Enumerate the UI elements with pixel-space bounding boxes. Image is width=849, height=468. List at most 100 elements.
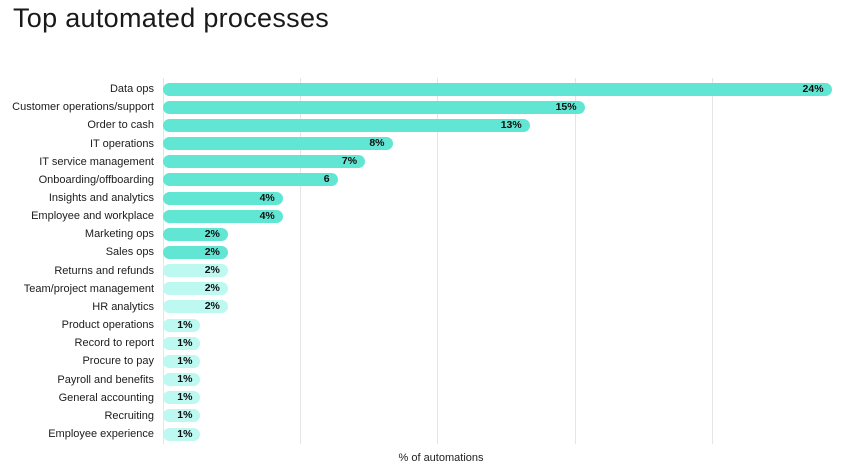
bar-value: 1% xyxy=(177,336,193,349)
bar-label: Team/project management xyxy=(23,282,154,295)
bar: 4% xyxy=(163,191,283,205)
bar-row: Team/project management 2% xyxy=(0,280,849,298)
bar-track: 1% xyxy=(163,373,849,387)
bar: 4% xyxy=(163,209,283,223)
bar-value: 6 xyxy=(323,173,330,186)
bar-row: Returns and refunds 2% xyxy=(0,262,849,280)
bar-track: 1% xyxy=(163,427,849,441)
bar-track: 2% xyxy=(163,264,849,278)
bar-row: Onboarding/offboarding 6 xyxy=(0,171,849,189)
bar-value: 2% xyxy=(204,245,220,258)
bar-track: 2% xyxy=(163,282,849,296)
bar-track: 4% xyxy=(163,191,849,205)
bar-row: Sales ops 2% xyxy=(0,243,849,261)
bar: 1% xyxy=(163,373,201,387)
bar-label: HR analytics xyxy=(92,300,154,313)
bar-track: 24% xyxy=(163,82,849,96)
bar-label: Insights and analytics xyxy=(48,192,154,205)
bar-row: Product operations 1% xyxy=(0,316,849,334)
gridline xyxy=(437,78,439,444)
bar-row: Payroll and benefits 1% xyxy=(0,371,849,389)
bar-track: 2% xyxy=(163,245,849,259)
bar: 13% xyxy=(163,118,530,132)
bar: 1% xyxy=(163,409,201,423)
bar-label: Marketing ops xyxy=(84,228,154,241)
bar-value: 2% xyxy=(204,264,220,277)
bar-track: 6 xyxy=(163,173,849,187)
bar-value: 13% xyxy=(500,118,522,131)
bar-label: Record to report xyxy=(74,337,154,350)
gridline xyxy=(574,78,576,444)
bar-label: Procure to pay xyxy=(82,355,154,368)
bar-value: 1% xyxy=(177,391,193,404)
bar-label: Onboarding/offboarding xyxy=(38,173,154,186)
bar-value: 1% xyxy=(177,427,193,440)
bar-label: Employee and workplace xyxy=(31,210,154,223)
bar-label: Sales ops xyxy=(105,246,154,259)
bar-label: Data ops xyxy=(109,83,154,96)
bar: 6 xyxy=(163,173,338,187)
bar-value: 7% xyxy=(341,155,358,168)
bar-row: Employee experience 1% xyxy=(0,425,849,443)
bar-value: 24% xyxy=(802,82,824,95)
gridline xyxy=(300,78,302,444)
bar: 2% xyxy=(163,264,228,278)
bar-track: 1% xyxy=(163,391,849,405)
bar-track: 1% xyxy=(163,336,849,350)
bar-value: 1% xyxy=(177,354,193,367)
bar-label: IT operations xyxy=(89,137,154,150)
bar-row: Insights and analytics 4% xyxy=(0,189,849,207)
bar-track: 13% xyxy=(163,118,849,132)
bar-value: 15% xyxy=(555,100,577,113)
plot-area xyxy=(163,78,849,444)
bar-track: 4% xyxy=(163,209,849,223)
bar-label: Recruiting xyxy=(104,409,154,422)
bar: 1% xyxy=(163,318,201,332)
bar: 15% xyxy=(163,100,585,114)
gridline xyxy=(163,78,164,444)
bar-value: 1% xyxy=(177,409,193,422)
bar-label: Payroll and benefits xyxy=(57,373,154,386)
bar-label: Returns and refunds xyxy=(54,264,154,277)
bar-row: Employee and workplace 4% xyxy=(0,207,849,225)
bar-track: 1% xyxy=(163,318,849,332)
bar-row: HR analytics 2% xyxy=(0,298,849,316)
bar: 2% xyxy=(163,300,228,314)
bar-value: 4% xyxy=(259,191,275,204)
bar: 24% xyxy=(163,82,832,96)
bar-value: 1% xyxy=(177,318,193,331)
bar-row: Marketing ops 2% xyxy=(0,225,849,243)
bar: 1% xyxy=(163,391,201,405)
bar: 1% xyxy=(163,354,201,368)
bar-label: Customer operations/support xyxy=(12,101,154,114)
bar-track: 8% xyxy=(163,137,849,151)
bar: 8% xyxy=(163,137,393,151)
bar-row: Procure to pay 1% xyxy=(0,352,849,370)
x-axis-label: % of automations xyxy=(398,452,484,464)
bar-track: 1% xyxy=(163,354,849,368)
bar-track: 7% xyxy=(163,155,849,169)
bar-label: Order to cash xyxy=(87,119,154,132)
bar: 1% xyxy=(163,336,201,350)
bar-row: General accounting 1% xyxy=(0,389,849,407)
bar-value: 1% xyxy=(177,373,193,386)
bar-row: Order to cash 13% xyxy=(0,116,849,134)
bar-value: 2% xyxy=(204,227,220,240)
bar-track: 15% xyxy=(163,100,849,114)
bar-track: 2% xyxy=(163,227,849,241)
bar-value: 2% xyxy=(204,282,220,295)
bar: 2% xyxy=(163,227,228,241)
bar: 7% xyxy=(163,155,366,169)
bar-row: Customer operations/support 15% xyxy=(0,98,849,116)
bar-label: Product operations xyxy=(61,319,154,332)
bar-label: IT service management xyxy=(39,155,154,168)
bar-value: 4% xyxy=(259,209,275,222)
bar-track: 2% xyxy=(163,300,849,314)
bar-row: Recruiting 1% xyxy=(0,407,849,425)
gridline xyxy=(711,78,713,444)
bar: 2% xyxy=(163,245,228,259)
chart-title: Top automated processes xyxy=(13,3,330,33)
bar-track: 1% xyxy=(163,409,849,423)
bar-label: Employee experience xyxy=(48,428,154,441)
